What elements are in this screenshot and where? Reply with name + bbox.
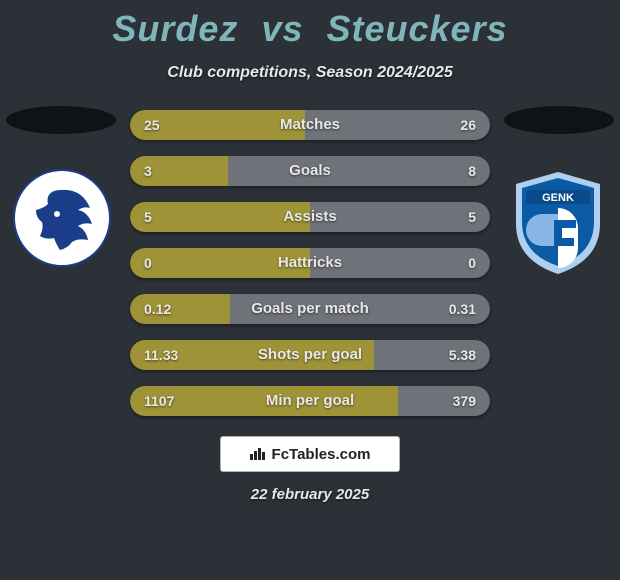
- brand-badge: FcTables.com: [220, 436, 400, 472]
- team-right-badge-text: GENK: [542, 192, 574, 204]
- page-title: Surdez vs Steuckers: [0, 0, 620, 50]
- team-logo-left-icon: [12, 168, 112, 268]
- stat-row: 0.120.31Goals per match: [130, 294, 490, 324]
- stat-label: Goals per match: [130, 294, 490, 324]
- shadow-ellipse-right: [504, 106, 614, 134]
- stats-area: GENK 2526Matches 38Goals 55Assists 00Hattri…: [0, 110, 620, 416]
- subtitle: Club competitions, Season 2024/2025: [0, 64, 620, 82]
- title-vs: vs: [261, 8, 303, 49]
- stat-row: 2526Matches: [130, 110, 490, 140]
- chart-bars-icon: [250, 446, 266, 463]
- team-badge-right: GENK: [508, 168, 608, 268]
- team-badge-left: [12, 168, 112, 268]
- stat-label: Assists: [130, 202, 490, 232]
- stat-row: 11.335.38Shots per goal: [130, 340, 490, 370]
- stat-label: Hattricks: [130, 248, 490, 278]
- stat-label: Matches: [130, 110, 490, 140]
- stat-row: 1107379Min per goal: [130, 386, 490, 416]
- stat-label: Shots per goal: [130, 340, 490, 370]
- date-label: 22 february 2025: [0, 486, 620, 503]
- player2-name: Steuckers: [327, 8, 508, 49]
- shadow-ellipse-left: [6, 106, 116, 134]
- stat-label: Goals: [130, 156, 490, 186]
- team-logo-right-icon: GENK: [508, 168, 608, 278]
- stat-row: 55Assists: [130, 202, 490, 232]
- comparison-card: Surdez vs Steuckers Club competitions, S…: [0, 0, 620, 580]
- player1-name: Surdez: [112, 8, 238, 49]
- stat-rows: 2526Matches 38Goals 55Assists 00Hattricks 0.…: [130, 110, 490, 416]
- stat-label: Min per goal: [130, 386, 490, 416]
- stat-row: 38Goals: [130, 156, 490, 186]
- brand-text: FcTables.com: [272, 446, 371, 463]
- stat-row: 00Hattricks: [130, 248, 490, 278]
